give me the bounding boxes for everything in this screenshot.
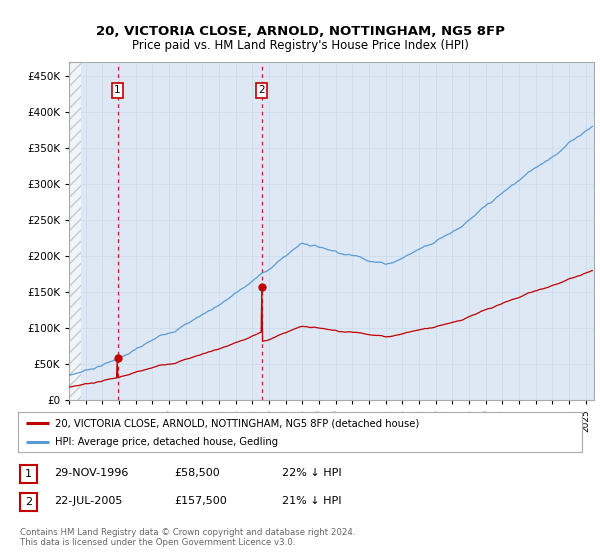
Text: HPI: Average price, detached house, Gedling: HPI: Average price, detached house, Gedl… <box>55 437 278 446</box>
Text: 21% ↓ HPI: 21% ↓ HPI <box>282 496 341 506</box>
Text: 22-JUL-2005: 22-JUL-2005 <box>54 496 122 506</box>
Bar <box>69 62 80 400</box>
Text: 1: 1 <box>114 86 121 95</box>
Text: Contains HM Land Registry data © Crown copyright and database right 2024.
This d: Contains HM Land Registry data © Crown c… <box>20 528 355 547</box>
Text: £157,500: £157,500 <box>174 496 227 506</box>
Text: 1: 1 <box>25 469 32 479</box>
Text: 20, VICTORIA CLOSE, ARNOLD, NOTTINGHAM, NG5 8FP (detached house): 20, VICTORIA CLOSE, ARNOLD, NOTTINGHAM, … <box>55 418 419 428</box>
Text: Price paid vs. HM Land Registry's House Price Index (HPI): Price paid vs. HM Land Registry's House … <box>131 39 469 52</box>
Text: 22% ↓ HPI: 22% ↓ HPI <box>282 468 341 478</box>
Text: 29-NOV-1996: 29-NOV-1996 <box>54 468 128 478</box>
Text: £58,500: £58,500 <box>174 468 220 478</box>
Text: 2: 2 <box>258 86 265 95</box>
Text: 2: 2 <box>25 497 32 507</box>
Text: 20, VICTORIA CLOSE, ARNOLD, NOTTINGHAM, NG5 8FP: 20, VICTORIA CLOSE, ARNOLD, NOTTINGHAM, … <box>95 25 505 38</box>
